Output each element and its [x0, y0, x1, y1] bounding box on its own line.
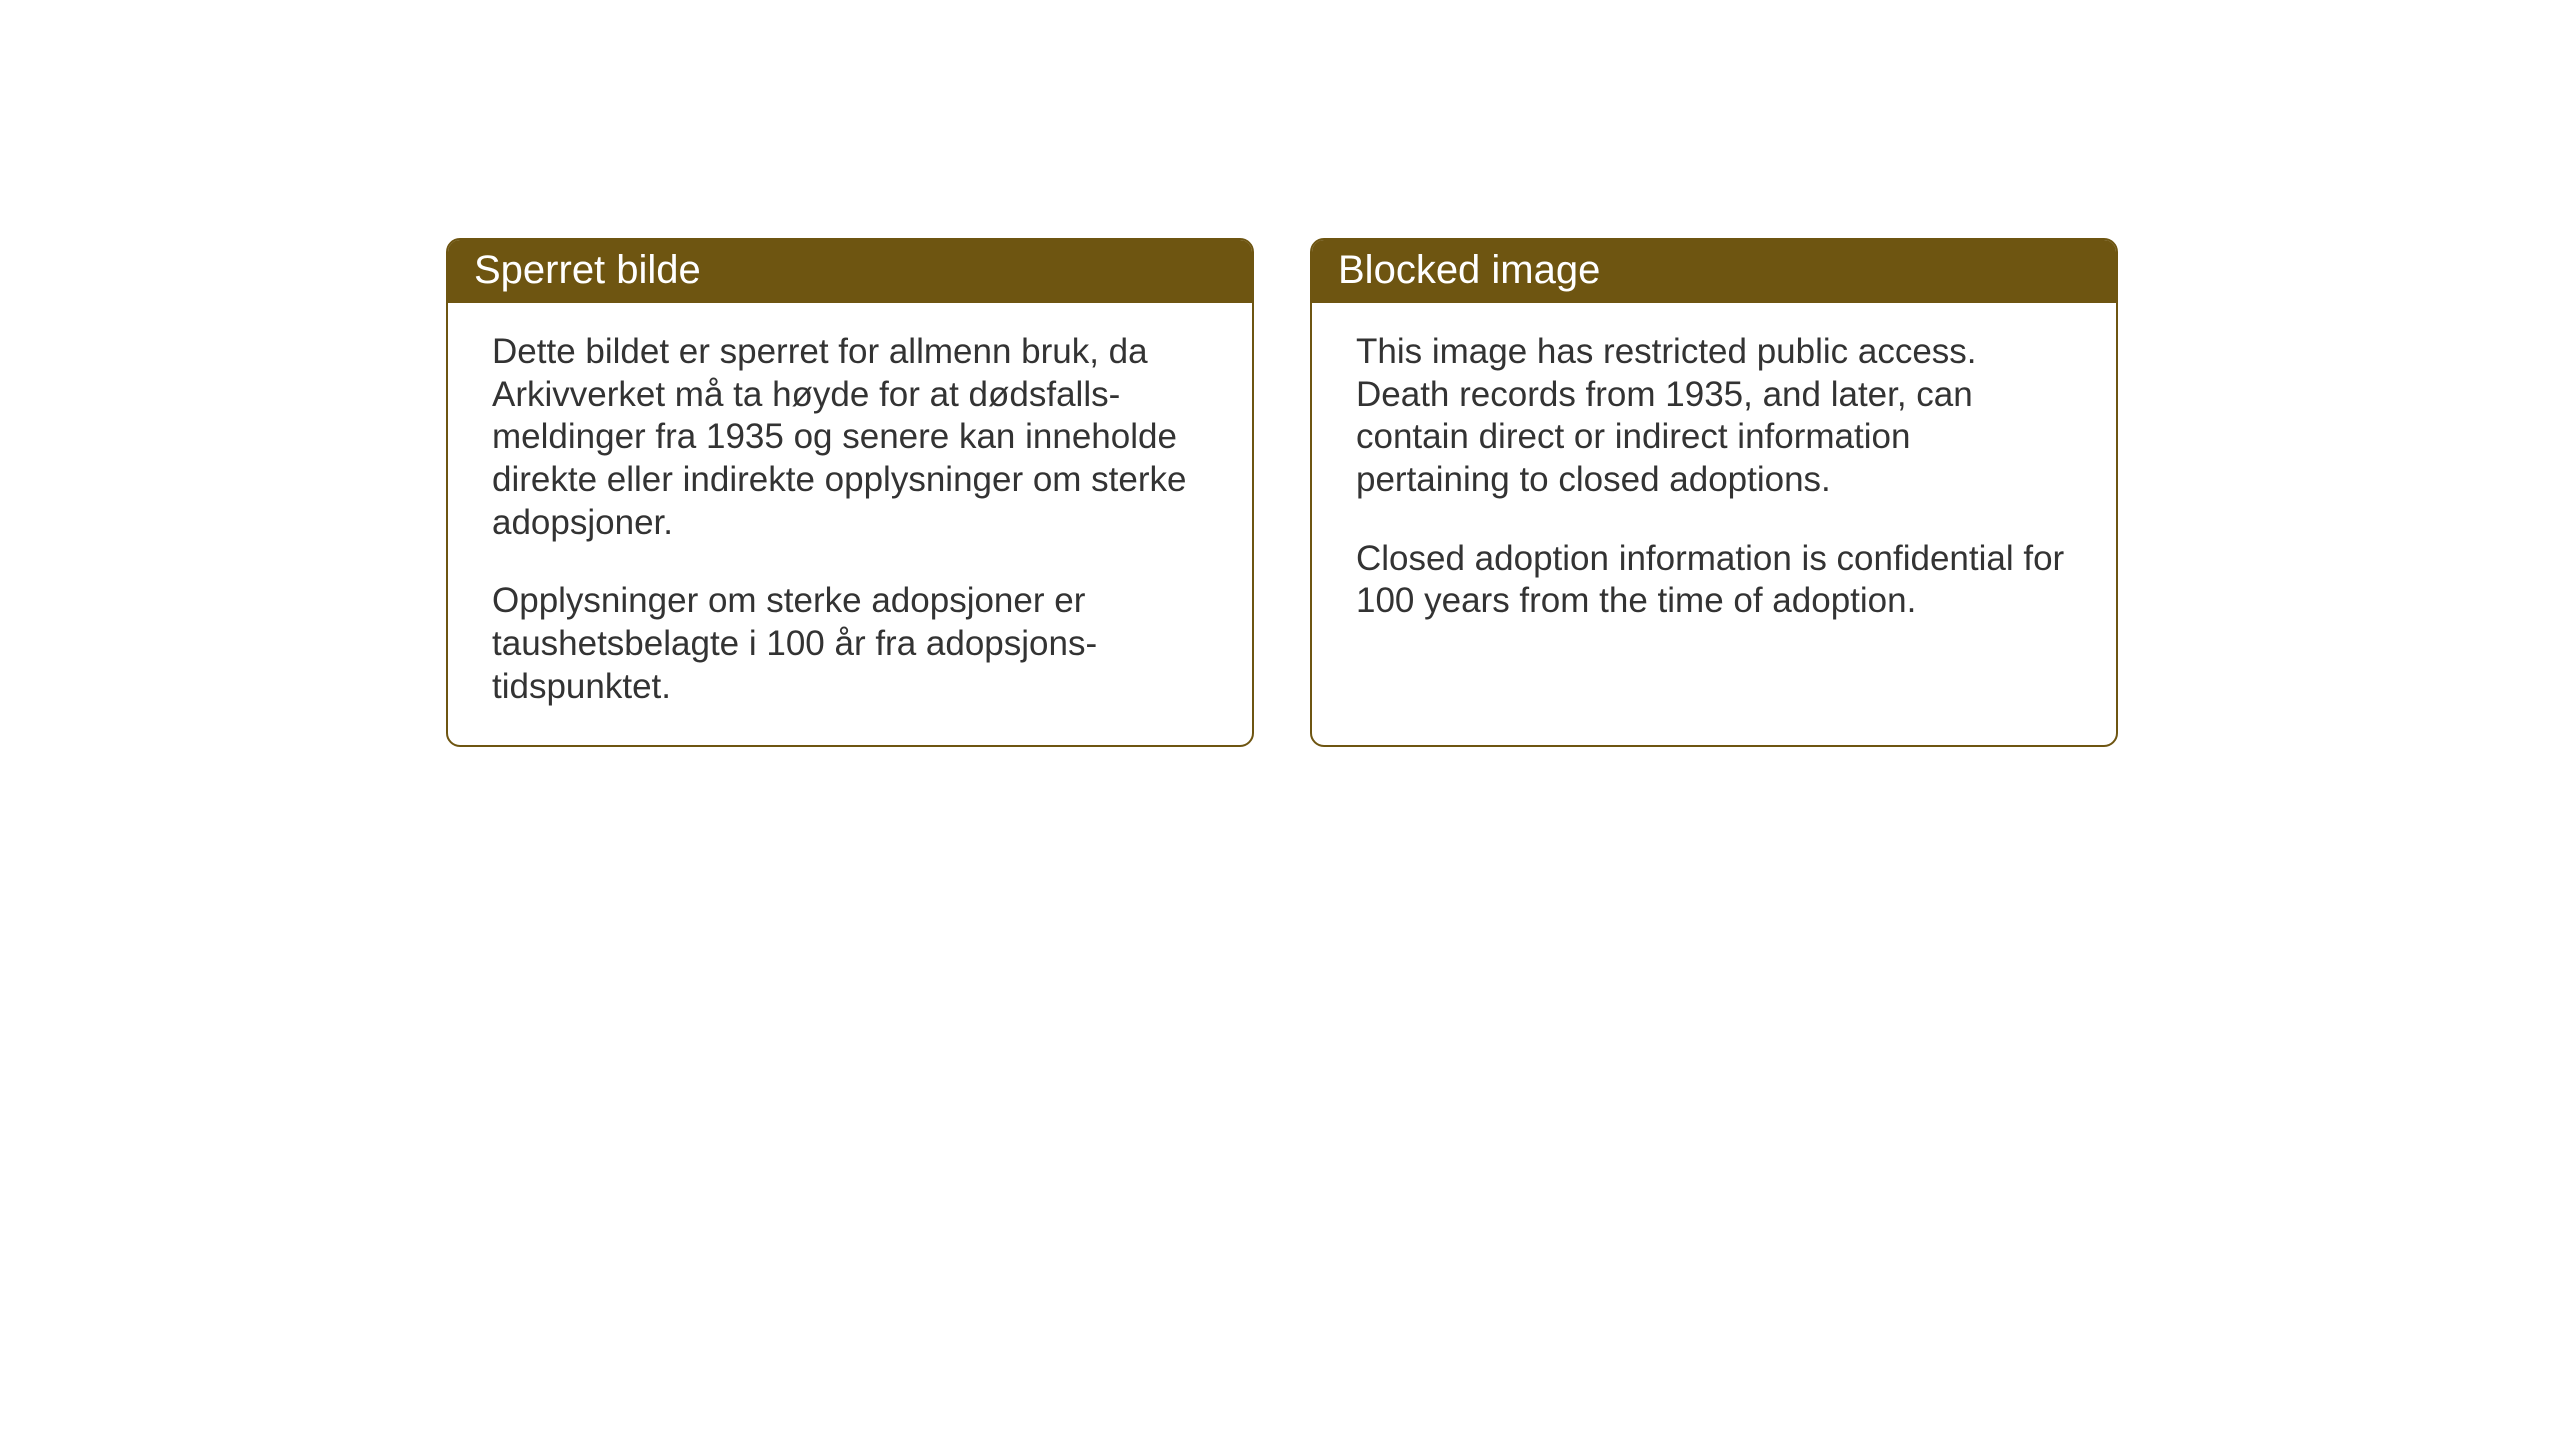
notice-cards-container: Sperret bilde Dette bildet er sperret fo…	[446, 238, 2118, 747]
card-title-norwegian: Sperret bilde	[448, 240, 1252, 303]
blocked-image-card-norwegian: Sperret bilde Dette bildet er sperret fo…	[446, 238, 1254, 747]
blocked-image-card-english: Blocked image This image has restricted …	[1310, 238, 2118, 747]
restriction-text-english-p2: Closed adoption information is confident…	[1356, 538, 2072, 623]
card-body-english: This image has restricted public access.…	[1312, 303, 2116, 743]
restriction-text-english-p1: This image has restricted public access.…	[1356, 331, 2072, 502]
restriction-text-norwegian-p2: Opplysninger om sterke adopsjoner er tau…	[492, 580, 1208, 708]
restriction-text-norwegian-p1: Dette bildet er sperret for allmenn bruk…	[492, 331, 1208, 544]
card-title-english: Blocked image	[1312, 240, 2116, 303]
card-body-norwegian: Dette bildet er sperret for allmenn bruk…	[448, 303, 1252, 745]
